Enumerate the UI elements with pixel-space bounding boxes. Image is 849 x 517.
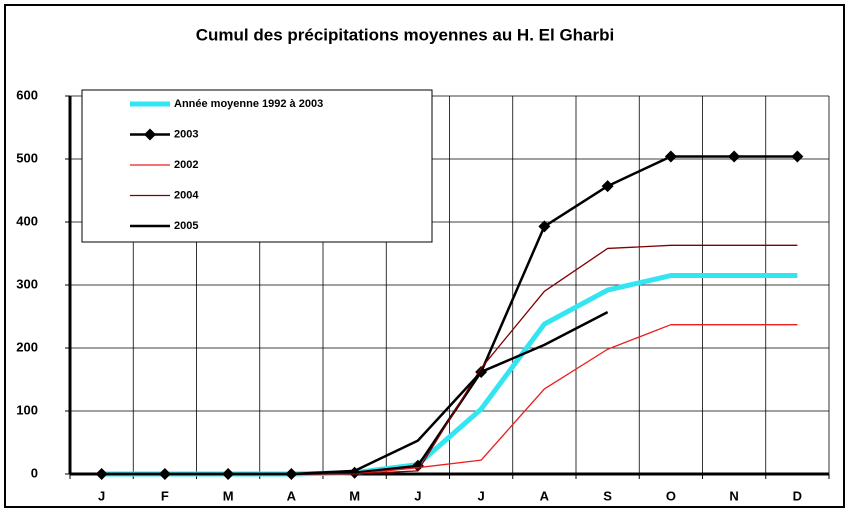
point-marker [664,150,677,163]
y-tick-label: 600 [16,87,38,102]
legend-label: Année moyenne 1992 à 2003 [174,98,323,110]
x-tick-label: M [349,488,360,503]
point-marker [601,180,614,193]
point-marker [728,150,741,163]
chart-border [4,4,845,508]
x-tick-label: J [478,488,485,503]
legend-label: 2004 [174,189,199,201]
x-tick-label: J [98,488,105,503]
y-tick-label: 300 [16,276,38,291]
x-tick-label: J [414,488,421,503]
y-tick-label: 0 [31,465,38,480]
legend-label: 2005 [174,220,198,232]
series-line [101,310,609,476]
x-tick-label: D [793,488,802,503]
legend-label: 2002 [174,159,198,171]
x-tick-label: A [287,488,297,503]
x-tick-label: S [603,488,612,503]
legend-label: 2003 [174,128,198,140]
y-tick-label: 500 [16,150,38,165]
chart-title: Cumul des précipitations moyennes au H. … [196,25,614,44]
point-marker [791,150,804,163]
legend-marker [144,128,156,141]
x-tick-label: N [729,488,738,503]
x-tick-label: A [540,488,550,503]
y-tick-label: 400 [16,213,38,228]
legend-box [81,89,433,243]
point-marker [538,220,551,233]
x-tick-label: M [223,488,234,503]
y-tick-label: 200 [16,339,38,354]
x-tick-label: O [666,488,676,503]
x-tick-label: F [161,488,169,503]
point-marker [411,459,424,472]
y-tick-label: 100 [16,402,38,417]
